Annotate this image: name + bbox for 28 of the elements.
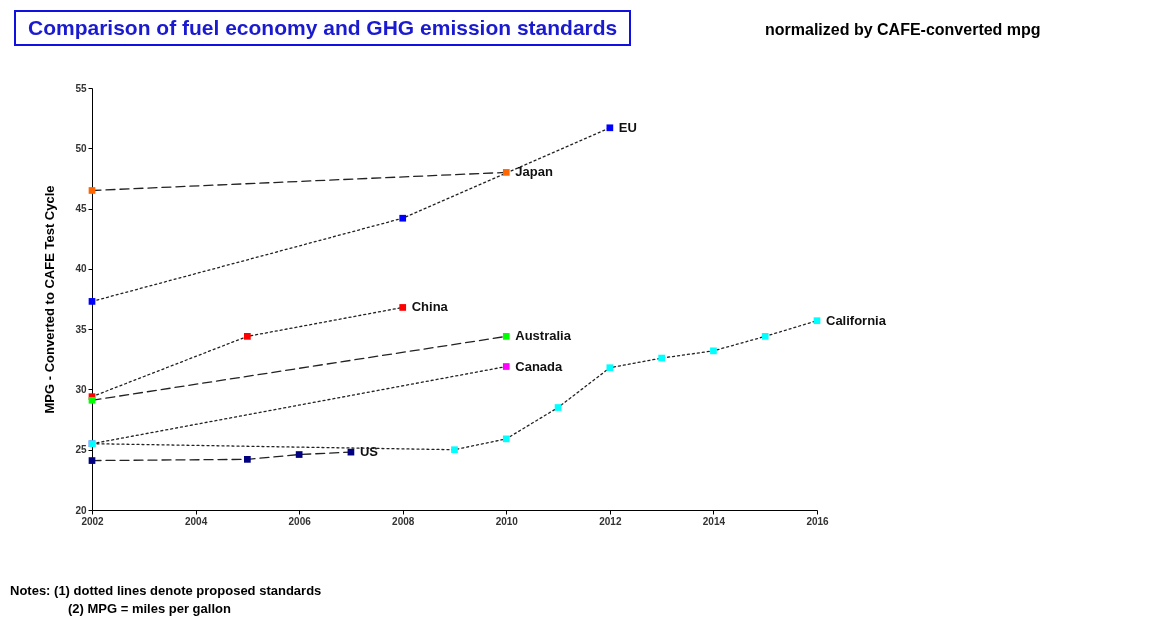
series-label: California [826,312,887,328]
y-tick-label: 25 [75,444,87,456]
y-tick-label: 50 [75,142,87,154]
x-tick-label: 2010 [495,515,519,527]
text: (2) MPG = miles per gallon [67,600,232,618]
x-tick-label: 2002 [81,515,105,527]
y-tick-label: 30 [75,383,87,395]
y-tick-label: 45 [75,203,87,215]
text: normalized by CAFE-converted mpg [765,21,1041,39]
series-label: Japan [515,164,553,180]
y-tick-label: 55 [75,82,87,94]
series-label: EU [618,119,637,135]
x-tick-label: 2008 [392,515,415,527]
x-tick-label: 2014 [702,515,726,527]
text: Notes: (1) dotted lines denote proposed standards [10,582,322,600]
y-axis-title: MPG - Converted to CAFE Test Cycle [42,185,58,414]
x-tick-label: 2004 [184,515,208,527]
y-tick-label: 35 [75,323,87,335]
y-tick-label: 20 [75,504,87,516]
series-label: US [359,444,379,460]
y-tick-label: 40 [75,263,87,275]
x-tick-label: 2012 [599,515,622,527]
chart-title: Comparison of fuel economy and GHG emission standards [14,10,632,46]
series-label: Canada [515,358,564,374]
x-tick-label: 2006 [288,515,312,527]
series-label: China [411,299,449,315]
x-tick-label: 2016 [806,515,830,527]
series-label: Australia [515,328,572,344]
